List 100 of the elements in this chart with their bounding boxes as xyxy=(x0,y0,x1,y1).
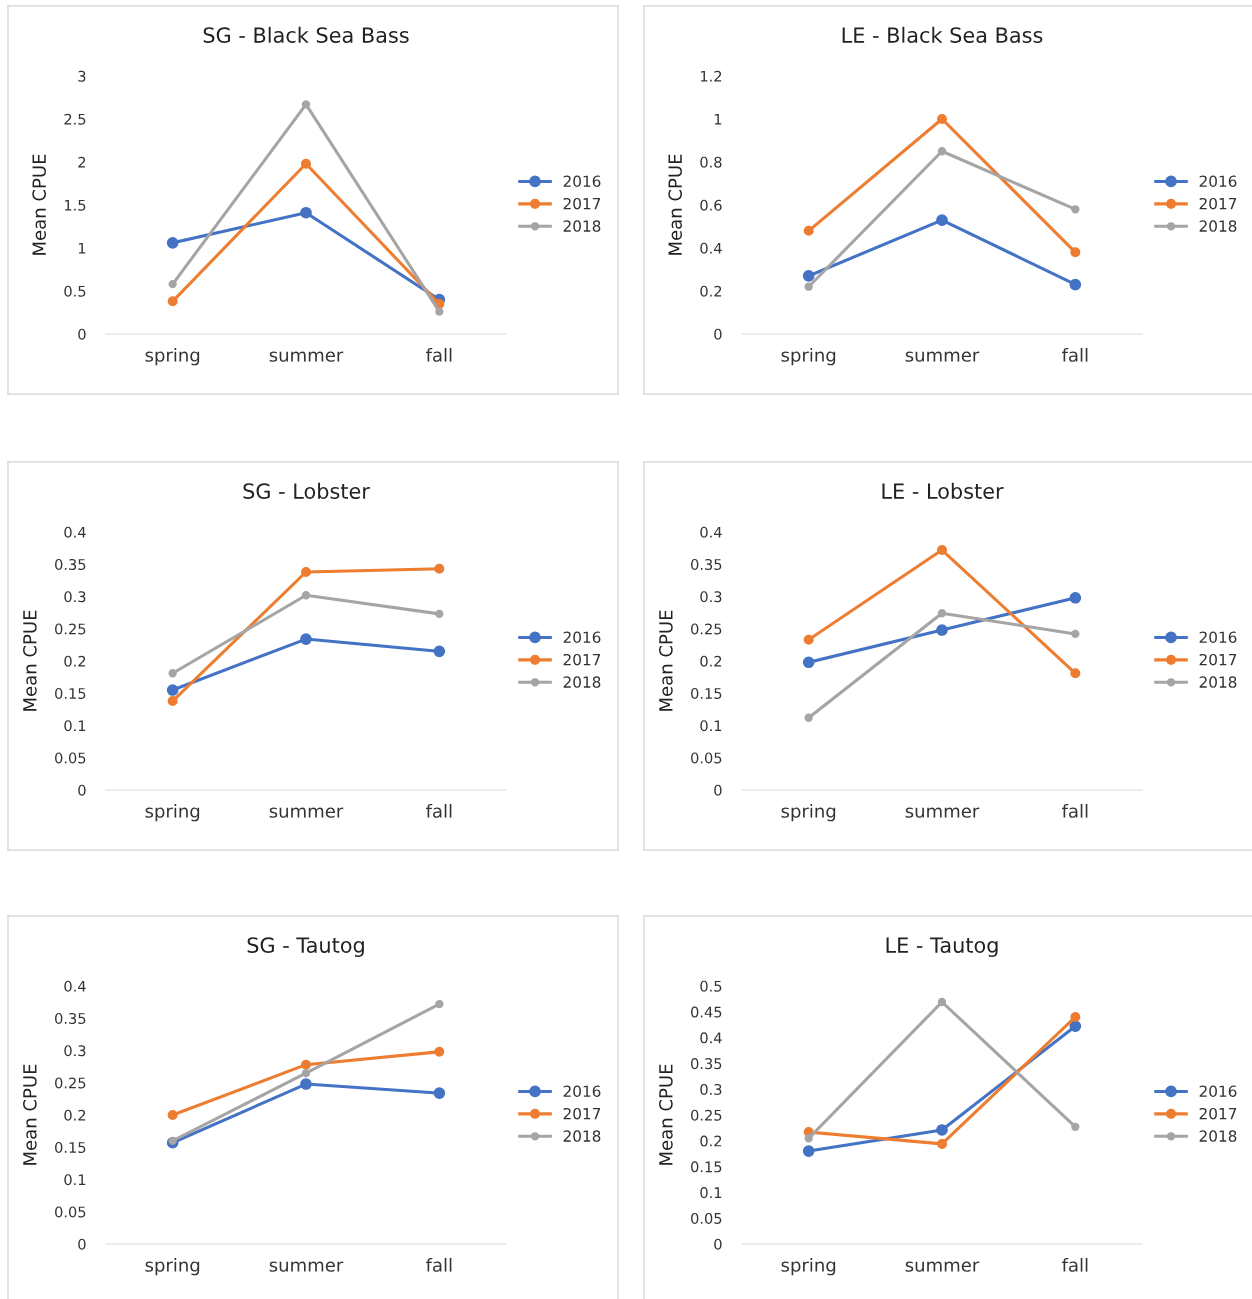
y-tick-label: 0.35 xyxy=(691,1058,722,1070)
legend-label: 2017 xyxy=(1199,653,1237,666)
chart-title: SG - Lobster xyxy=(243,482,370,499)
y-tick-label: 0 xyxy=(714,1238,722,1250)
y-tick-label: 0.8 xyxy=(700,156,722,168)
legend-label: 2017 xyxy=(563,197,601,210)
x-tick-label: fall xyxy=(426,347,452,362)
y-axis-title: Mean CPUE xyxy=(23,1064,37,1165)
y-axis-title: Mean CPUE xyxy=(659,1064,673,1165)
legend-label: 2017 xyxy=(563,1107,601,1120)
y-tick-label: 0.05 xyxy=(55,752,86,764)
legend-label: 2016 xyxy=(563,631,601,644)
y-tick-label: 1.2 xyxy=(700,70,722,82)
y-tick-label: 0 xyxy=(714,784,722,796)
y-tick-label: 0.3 xyxy=(64,1045,86,1057)
y-tick-label: 0.1 xyxy=(700,720,722,732)
y-tick-label: 0.3 xyxy=(700,591,722,603)
legend-label: 2016 xyxy=(563,1085,601,1098)
x-tick-label: summer xyxy=(269,351,344,362)
x-tick-label: spring xyxy=(145,803,200,822)
y-tick-label: 0 xyxy=(78,784,86,796)
y-tick-label: 1 xyxy=(714,113,722,125)
legend-label: 2018 xyxy=(1199,220,1237,232)
y-tick-label: 0.6 xyxy=(700,199,722,211)
y-tick-label: 0.4 xyxy=(64,980,86,992)
legend-label: 2016 xyxy=(1199,175,1237,188)
y-tick-label: 0.3 xyxy=(64,591,86,603)
y-axis-title: Mean CPUE xyxy=(659,610,673,711)
y-tick-label: 0.25 xyxy=(55,1077,86,1089)
y-axis-title: Mean CPUE xyxy=(32,154,46,255)
y-tick-label: 0.35 xyxy=(55,558,86,570)
y-tick-label: 0.4 xyxy=(700,526,722,538)
y-tick-label: 3 xyxy=(78,70,86,82)
chart-title: LE - Tautog xyxy=(886,937,998,957)
y-tick-label: 0.1 xyxy=(64,1174,86,1186)
legend-label: 2017 xyxy=(563,653,601,666)
legend-label: 2016 xyxy=(1199,631,1237,644)
y-tick-label: 0.2 xyxy=(700,655,722,667)
x-tick-label: spring xyxy=(781,347,836,366)
y-tick-label: 0.05 xyxy=(55,1206,86,1218)
y-tick-label: 0 xyxy=(78,328,86,340)
chart-title: LE - Lobster xyxy=(882,482,1004,499)
y-tick-label: 0.05 xyxy=(691,752,722,764)
x-tick-label: fall xyxy=(1062,1257,1088,1272)
x-tick-label: summer xyxy=(905,1261,980,1272)
y-tick-label: 0.25 xyxy=(691,623,722,635)
y-tick-label: 0.25 xyxy=(55,623,86,635)
y-tick-label: 0.5 xyxy=(700,980,722,992)
legend-label: 2016 xyxy=(563,175,601,188)
legend-label: 2016 xyxy=(1199,1085,1237,1098)
x-tick-label: spring xyxy=(781,1257,836,1276)
x-tick-label: summer xyxy=(269,807,344,818)
y-tick-label: 0.1 xyxy=(700,1187,722,1199)
legend-label: 2018 xyxy=(563,1130,601,1142)
y-tick-label: 0.15 xyxy=(691,687,722,699)
y-tick-label: 0.4 xyxy=(700,1032,722,1044)
y-tick-label: 0.2 xyxy=(64,655,86,667)
chart-title: SG - Tautog xyxy=(247,937,364,957)
y-tick-label: 0.35 xyxy=(55,1012,86,1024)
y-tick-label: 0.2 xyxy=(700,1135,722,1147)
x-tick-label: fall xyxy=(426,1257,452,1272)
x-tick-label: spring xyxy=(145,347,200,366)
x-tick-label: fall xyxy=(1062,803,1088,818)
x-tick-label: fall xyxy=(426,803,452,818)
chart-title: SG - Black Sea Bass xyxy=(203,26,409,43)
y-tick-label: 0.1 xyxy=(64,720,86,732)
legend-label: 2018 xyxy=(1199,676,1237,688)
y-tick-label: 0.45 xyxy=(691,1006,722,1018)
x-tick-label: summer xyxy=(269,1261,344,1272)
legend-label: 2018 xyxy=(563,220,601,232)
y-tick-label: 0.5 xyxy=(64,285,86,297)
y-tick-label: 0.15 xyxy=(55,1141,86,1153)
y-tick-label: 0 xyxy=(714,328,722,340)
y-axis-title: Mean CPUE xyxy=(668,154,682,255)
y-tick-label: 0.35 xyxy=(691,558,722,570)
x-tick-label: fall xyxy=(1062,347,1088,362)
y-tick-label: 0.2 xyxy=(64,1109,86,1121)
y-tick-label: 1 xyxy=(78,242,86,254)
legend-label: 2018 xyxy=(1199,1130,1237,1142)
y-tick-label: 1.5 xyxy=(64,199,86,211)
y-tick-label: 0.15 xyxy=(691,1161,722,1173)
y-tick-label: 2 xyxy=(78,156,86,168)
legend-label: 2017 xyxy=(1199,197,1237,210)
y-tick-label: 2.5 xyxy=(64,113,86,125)
y-axis-title: Mean CPUE xyxy=(23,610,37,711)
chart-title: LE - Black Sea Bass xyxy=(842,26,1043,43)
x-tick-label: summer xyxy=(905,807,980,818)
y-tick-label: 0.25 xyxy=(691,1109,722,1121)
y-tick-label: 0.4 xyxy=(700,242,722,254)
x-tick-label: spring xyxy=(145,1257,200,1276)
y-tick-label: 0.05 xyxy=(691,1212,722,1224)
y-tick-label: 0.2 xyxy=(700,285,722,297)
legend-label: 2018 xyxy=(563,676,601,688)
y-tick-label: 0.15 xyxy=(55,687,86,699)
y-tick-label: 0.3 xyxy=(700,1083,722,1095)
x-tick-label: spring xyxy=(781,803,836,822)
legend-label: 2017 xyxy=(1199,1107,1237,1120)
y-tick-label: 0 xyxy=(78,1238,86,1250)
y-tick-label: 0.4 xyxy=(64,526,86,538)
x-tick-label: summer xyxy=(905,351,980,362)
